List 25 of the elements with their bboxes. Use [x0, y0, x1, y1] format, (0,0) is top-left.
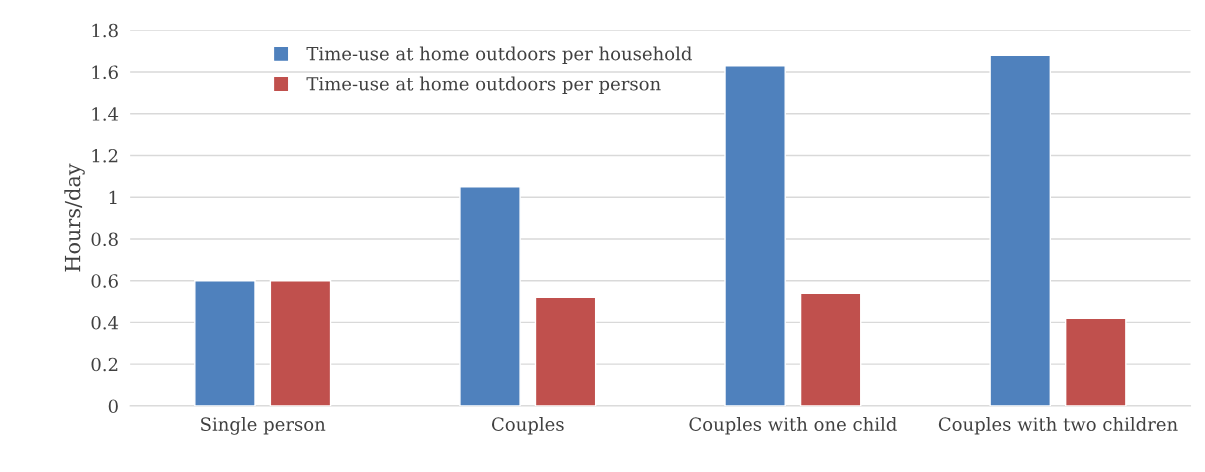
bar	[724, 64, 786, 406]
x-tick-label: Couples	[492, 417, 564, 435]
y-tick-label: 0.2	[91, 357, 118, 372]
bar	[459, 186, 521, 406]
x-tick-label: Couples with two children	[938, 417, 1178, 435]
y-tick-label: 1.2	[92, 148, 118, 163]
bar	[799, 292, 862, 406]
y-tick-label: 1.4	[92, 107, 119, 121]
y-axis-title: Hours/day	[64, 163, 85, 272]
y-tick-label: 0	[108, 399, 118, 414]
legend-label: Time-use at home outdoors per household	[306, 46, 692, 64]
y-tick-label: 1	[109, 190, 117, 205]
y-tick-label: 0.8	[91, 232, 118, 247]
bar	[534, 296, 597, 406]
y-tick-label: 0.6	[91, 274, 118, 288]
legend-label: Time-use at home outdoors per person	[306, 76, 661, 95]
x-tick-label: Couples with one child	[689, 417, 897, 435]
x-tick-label: Single person	[201, 417, 326, 435]
bar	[1064, 317, 1127, 406]
bar	[194, 279, 256, 406]
y-tick-label: 1.8	[92, 23, 118, 38]
bar	[989, 54, 1051, 406]
y-tick-label: 1.6	[92, 65, 118, 80]
bar	[269, 279, 332, 406]
y-tick-label: 0.4	[91, 315, 119, 330]
